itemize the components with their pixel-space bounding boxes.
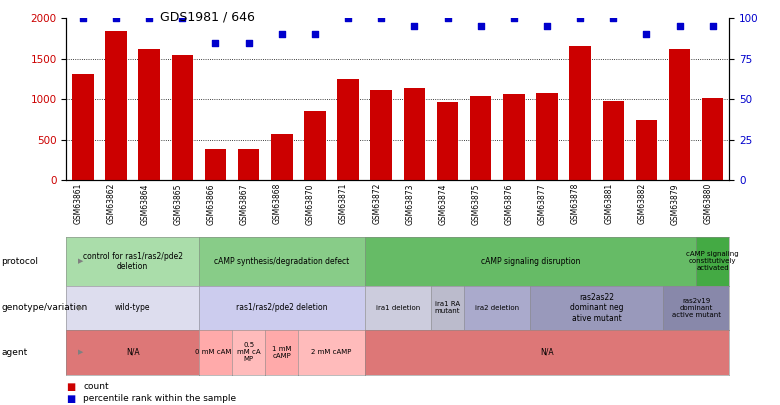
- Text: wild-type: wild-type: [115, 303, 151, 312]
- Bar: [403, 88, 425, 180]
- Point: [441, 15, 454, 21]
- Text: GSM63881: GSM63881: [604, 183, 613, 224]
- Bar: [602, 101, 624, 180]
- Point: [143, 15, 155, 21]
- Text: GSM63871: GSM63871: [339, 183, 348, 224]
- Text: GSM63867: GSM63867: [239, 183, 249, 224]
- Bar: [337, 79, 359, 180]
- Point: [673, 23, 686, 30]
- Bar: [304, 111, 326, 180]
- Text: GSM63880: GSM63880: [704, 183, 713, 224]
- Bar: [172, 55, 193, 180]
- Point: [209, 39, 222, 46]
- Point: [243, 39, 255, 46]
- Text: ira2 deletion: ira2 deletion: [475, 305, 519, 311]
- Text: GSM63866: GSM63866: [207, 183, 215, 224]
- Point: [574, 15, 587, 21]
- Bar: [437, 102, 459, 180]
- Bar: [105, 31, 127, 180]
- Text: 0 mM cAMP: 0 mM cAMP: [195, 350, 236, 355]
- Text: GSM63864: GSM63864: [140, 183, 149, 224]
- Bar: [238, 149, 260, 180]
- Text: GSM63870: GSM63870: [306, 183, 315, 224]
- Text: ira1 deletion: ira1 deletion: [376, 305, 420, 311]
- Text: GSM63861: GSM63861: [74, 183, 83, 224]
- Text: GSM63877: GSM63877: [538, 183, 547, 224]
- Text: count: count: [83, 382, 109, 391]
- Text: GSM63875: GSM63875: [472, 183, 480, 224]
- Point: [541, 23, 553, 30]
- Text: GSM63882: GSM63882: [637, 183, 647, 224]
- Text: 0.5
mM cA
MP: 0.5 mM cA MP: [237, 342, 261, 362]
- Text: 2 mM cAMP: 2 mM cAMP: [311, 350, 352, 355]
- Point: [176, 15, 189, 21]
- Bar: [702, 98, 724, 180]
- Bar: [271, 134, 292, 180]
- Text: GSM63868: GSM63868: [273, 183, 282, 224]
- Bar: [204, 149, 226, 180]
- Text: GSM63862: GSM63862: [107, 183, 116, 224]
- Text: GSM63865: GSM63865: [173, 183, 183, 224]
- Bar: [370, 90, 392, 180]
- Text: cAMP signaling disruption: cAMP signaling disruption: [480, 257, 580, 266]
- Text: cAMP synthesis/degradation defect: cAMP synthesis/degradation defect: [215, 257, 349, 266]
- Text: 1 mM
cAMP: 1 mM cAMP: [272, 346, 292, 359]
- Text: ■: ■: [66, 394, 76, 404]
- Point: [607, 15, 619, 21]
- Text: GSM63873: GSM63873: [406, 183, 414, 224]
- Text: N/A: N/A: [126, 348, 140, 357]
- Bar: [470, 96, 491, 180]
- Bar: [138, 49, 160, 180]
- Bar: [569, 46, 591, 180]
- Text: ras2v19
dominant
active mutant: ras2v19 dominant active mutant: [672, 298, 721, 318]
- Text: ras2as22
dominant neg
ative mutant: ras2as22 dominant neg ative mutant: [570, 293, 623, 323]
- Point: [309, 31, 321, 38]
- Text: ras1/ras2/pde2 deletion: ras1/ras2/pde2 deletion: [236, 303, 328, 312]
- Text: agent: agent: [2, 348, 28, 357]
- Text: protocol: protocol: [2, 257, 38, 266]
- Text: GSM63878: GSM63878: [571, 183, 580, 224]
- Point: [375, 15, 388, 21]
- Text: ira1 RA
mutant: ira1 RA mutant: [434, 301, 460, 314]
- Text: ▶: ▶: [78, 350, 83, 355]
- Text: percentile rank within the sample: percentile rank within the sample: [83, 394, 236, 403]
- Point: [508, 15, 520, 21]
- Point: [342, 15, 354, 21]
- Bar: [72, 74, 94, 180]
- Bar: [668, 49, 690, 180]
- Text: ▶: ▶: [78, 258, 83, 264]
- Point: [110, 15, 122, 21]
- Point: [275, 31, 288, 38]
- Point: [474, 23, 487, 30]
- Text: GDS1981 / 646: GDS1981 / 646: [160, 10, 255, 23]
- Point: [76, 15, 89, 21]
- Point: [408, 23, 420, 30]
- Text: GSM63876: GSM63876: [505, 183, 514, 224]
- Text: ▶: ▶: [78, 305, 83, 311]
- Bar: [636, 120, 658, 180]
- Text: GSM63872: GSM63872: [372, 183, 381, 224]
- Text: N/A: N/A: [541, 348, 554, 357]
- Point: [640, 31, 653, 38]
- Text: genotype/variation: genotype/variation: [2, 303, 88, 312]
- Text: GSM63879: GSM63879: [671, 183, 679, 224]
- Text: ■: ■: [66, 382, 76, 392]
- Bar: [503, 94, 525, 180]
- Text: cAMP signaling
constitutively
activated: cAMP signaling constitutively activated: [686, 251, 739, 271]
- Bar: [536, 93, 558, 180]
- Point: [707, 23, 719, 30]
- Text: GSM63874: GSM63874: [438, 183, 448, 224]
- Text: control for ras1/ras2/pde2
deletion: control for ras1/ras2/pde2 deletion: [83, 252, 183, 271]
